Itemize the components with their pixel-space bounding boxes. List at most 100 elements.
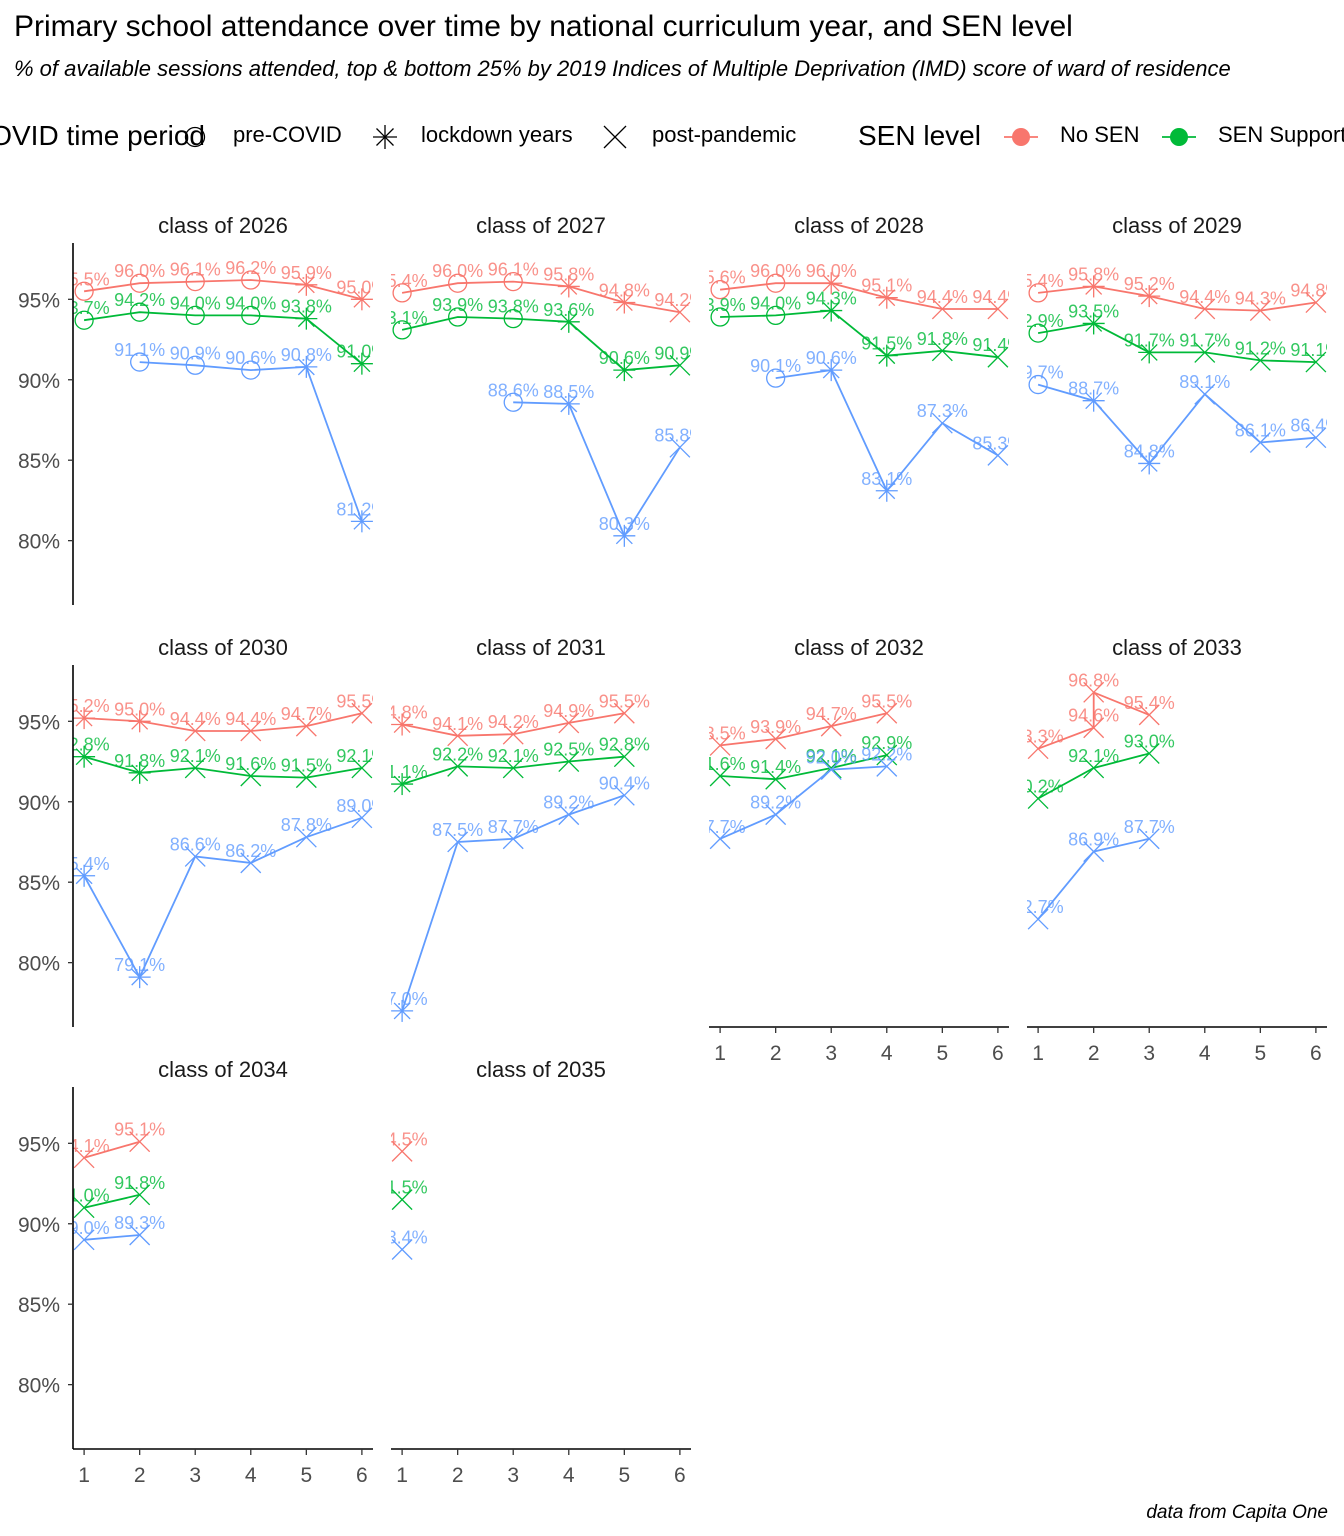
data-label: 91.1% [377,762,428,782]
y-tick-label: 85% [18,450,60,473]
data-label: 95.2% [1124,274,1175,294]
y-tick-label: 90% [18,370,60,393]
x-tick-label: 2 [770,1042,782,1065]
data-label: 94.4% [917,287,968,307]
legend-label-lockdown: lockdown years [421,122,573,147]
data-label: 93.0% [1124,731,1175,751]
data-point-marker [129,1131,151,1153]
data-label: 94.4% [225,709,276,729]
data-point-marker [1028,283,1048,303]
data-point-marker [820,299,843,322]
facet-strip-label: class of 2029 [1112,213,1242,238]
data-point-marker [1138,285,1161,308]
legend-key-pre-covid-icon [184,126,206,148]
data-label: 94.0% [225,293,276,313]
y-tick-label: 90% [18,1214,60,1237]
data-label: 82.7% [1013,897,1064,917]
data-label: 95.0% [336,277,387,297]
data-point-marker [391,713,414,736]
data-label: 96.0% [432,261,483,281]
data-label: 91.8% [917,329,968,349]
data-point-marker [1194,298,1216,320]
data-label: 88.6% [488,380,539,400]
series-line [83,1140,140,1159]
data-label: 91.4% [750,757,801,777]
data-label: 95.1% [114,1120,165,1140]
data-point-marker [73,1147,95,1169]
data-label: 89.2% [750,793,801,813]
data-point-marker [1138,452,1161,475]
data-point-marker [128,710,151,733]
data-point-marker [1305,292,1327,313]
data-label: 89.1% [1179,372,1230,392]
data-label: 95.4% [1013,271,1064,291]
data-point-marker [503,271,523,292]
data-point-marker [1305,351,1327,373]
data-label: 93.7% [59,298,110,318]
data-label: 95.1% [861,276,912,296]
data-point-marker [185,355,205,375]
data-point-marker [350,510,373,533]
facet-data: 93.5% 93.9%94.7%95.5% 91.6% 91.4%92.1%92.9%… [709,691,912,850]
data-point-marker [503,308,523,329]
legend: COVID time period pre-COVID lockdown yea… [0,118,1344,158]
data-point-marker [1027,908,1049,930]
data-label: 89.2% [543,793,594,813]
data-label: 89.7% [1013,363,1064,383]
data-label: 92.1% [336,746,387,766]
data-point-marker [1138,341,1161,364]
data-point-marker [184,845,206,867]
x-tick-label: 2 [452,1464,464,1487]
data-label: 94.3% [806,289,857,309]
data-point-marker [1083,681,1105,703]
data-point-marker [74,281,94,301]
data-label: 88.7% [1068,379,1119,399]
data-label: 94.9% [543,701,594,721]
x-tick-label: 3 [507,1464,519,1487]
data-label: 94.4% [972,287,1023,307]
facet-strip-label: class of 2034 [158,1057,288,1082]
data-label: 94.8% [599,281,650,301]
data-label: 95.5% [861,691,912,711]
data-point-marker [710,307,730,327]
chart-title: Primary school attendance over time by n… [14,10,1073,43]
series-line [513,401,681,538]
chart-subtitle: % of available sessions attended, top & … [14,56,1231,81]
x-tick-label: 5 [300,1464,312,1487]
facet-data: 95.5% 96.0% 96.1% 96.2% 95.9%95.0% 93.7% 94.2%… [59,258,387,533]
data-point-marker [557,275,580,298]
x-tick-label: 4 [245,1464,257,1487]
facet-data: 94.1%95.1% 91.0%91.8% 89.0% 89.3% [73,1120,165,1251]
data-point-marker [1082,312,1105,335]
data-label: 95.5% [599,691,650,711]
data-point-marker [613,784,635,806]
data-label: 86.2% [225,841,276,861]
facet-panel: class of 2033 93.3%94.6% 96.8%95.4% 90.2%92… [1013,635,1327,1065]
facet-strip-label: class of 2031 [476,635,606,660]
y-tick-label: 90% [18,792,60,815]
facet-panel: class of 2031 94.8%94.1% 94.2%94.9% 95.5% 91… [377,635,650,1022]
data-point-marker [241,305,261,326]
data-label: 95.5% [336,691,387,711]
facet-data: 94.8%94.1% 94.2%94.9% 95.5% 91.1%92.2% 92.1%… [377,691,650,1022]
data-label: 89.3% [114,1213,165,1233]
data-label: 91.0% [336,342,387,362]
facet-panel: class of 2035 94.5% 91.5% 88.4% 1 2 3 4 5 6 [391,1057,691,1487]
data-point-marker [129,1184,151,1206]
data-label: 96.1% [488,260,539,280]
data-label: 91.4% [972,335,1023,355]
data-label: 95.6% [695,268,746,288]
data-point-marker [448,307,468,327]
data-label: 92.1% [1068,746,1119,766]
data-point-marker [73,707,96,730]
data-point-marker [351,807,373,829]
data-label: 91.6% [225,754,276,774]
data-label: 94.4% [170,709,221,729]
data-label: 93.3% [1013,727,1064,747]
data-label: 94.1% [432,714,483,734]
data-label: 93.6% [543,300,594,320]
data-point-marker [820,715,842,737]
x-tick-label: 3 [1143,1042,1155,1065]
